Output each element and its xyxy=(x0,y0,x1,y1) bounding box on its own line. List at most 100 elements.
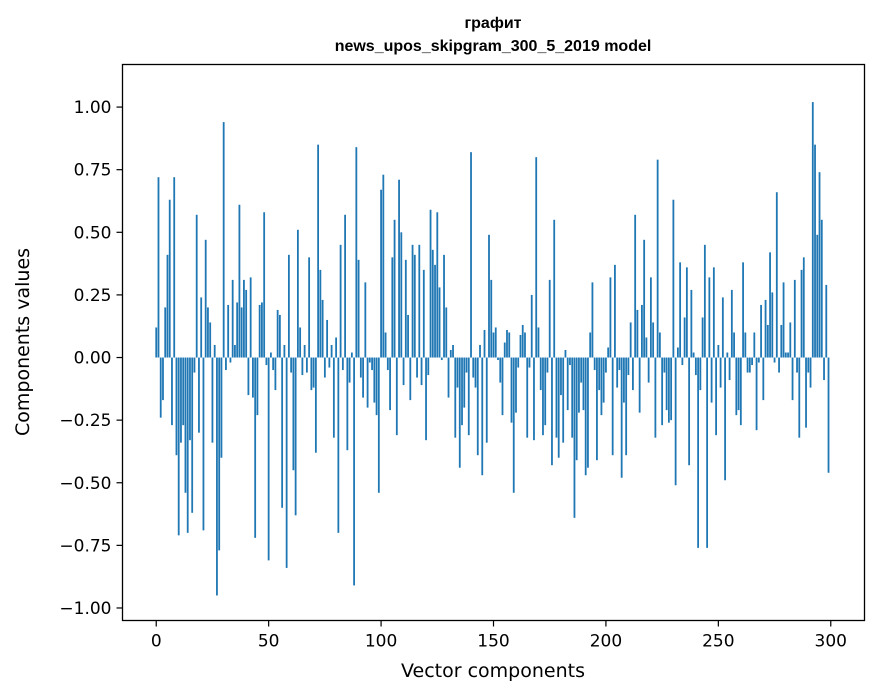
bar xyxy=(796,357,798,373)
bar xyxy=(310,357,313,391)
bar xyxy=(418,244,421,358)
bar xyxy=(721,297,724,358)
bar xyxy=(755,357,758,431)
bar xyxy=(290,357,293,373)
bar xyxy=(359,357,362,378)
bar xyxy=(474,357,477,388)
bar xyxy=(517,357,520,368)
bar xyxy=(247,357,250,396)
bar xyxy=(742,262,744,358)
bar xyxy=(375,357,378,416)
bar xyxy=(209,322,212,358)
bar xyxy=(539,357,542,391)
bar xyxy=(782,282,785,358)
bar xyxy=(589,332,592,358)
bar xyxy=(445,307,448,358)
bar xyxy=(207,307,209,358)
bar xyxy=(600,357,603,416)
bar xyxy=(189,357,191,441)
bar xyxy=(632,357,634,391)
bar xyxy=(575,357,578,461)
bar xyxy=(571,357,574,438)
bar xyxy=(348,357,351,383)
bar xyxy=(258,304,261,358)
bar xyxy=(171,357,173,426)
bar xyxy=(708,277,711,358)
bar xyxy=(326,319,329,358)
bars-group xyxy=(155,102,830,596)
bar xyxy=(467,357,470,436)
bar xyxy=(225,357,227,371)
bar xyxy=(422,269,425,358)
chart-subtitle: news_upos_skipgram_300_5_2019 model xyxy=(335,38,652,55)
bar xyxy=(692,352,695,358)
bar xyxy=(526,357,529,438)
bar xyxy=(764,299,767,358)
bar xyxy=(641,304,643,358)
bar xyxy=(175,357,178,456)
bar xyxy=(697,357,700,548)
bar xyxy=(587,357,589,468)
y-tick-label: −0.25 xyxy=(59,411,111,431)
bar xyxy=(564,350,567,358)
bar xyxy=(449,350,452,358)
bar xyxy=(461,357,463,426)
bar xyxy=(672,199,675,358)
bar xyxy=(802,257,805,358)
bar xyxy=(389,357,391,411)
x-tick-label: 50 xyxy=(258,632,280,652)
y-tick-label: 1.00 xyxy=(74,98,112,118)
bar xyxy=(287,254,290,358)
bar xyxy=(180,357,182,443)
bar xyxy=(166,254,169,358)
bar xyxy=(566,357,569,411)
bar xyxy=(332,357,335,438)
bar xyxy=(814,144,816,358)
bar xyxy=(276,309,279,358)
bar xyxy=(308,257,311,358)
y-axis-ticks: 1.00 0.75 0.50 0.25 0.00 −0.25 −0.50 −0.75 −1.00 xyxy=(59,98,123,619)
bar xyxy=(699,357,702,391)
bar xyxy=(317,144,320,358)
bar xyxy=(305,357,308,373)
y-tick-label: −0.50 xyxy=(59,474,111,494)
bar xyxy=(398,179,400,358)
bar xyxy=(402,357,405,386)
y-tick-label: 0.25 xyxy=(74,286,112,306)
bar xyxy=(240,307,243,358)
bar xyxy=(715,357,717,436)
bar xyxy=(652,322,655,358)
bar xyxy=(393,219,396,358)
x-tick-label: 200 xyxy=(590,632,622,652)
bar xyxy=(647,357,650,383)
bar xyxy=(413,254,416,358)
chart-title: графит xyxy=(464,15,521,32)
bar xyxy=(701,317,704,358)
bar xyxy=(654,357,657,438)
bar xyxy=(285,357,288,568)
y-tick-label: −1.00 xyxy=(59,599,111,619)
bar xyxy=(395,357,398,436)
bar xyxy=(728,357,731,381)
bar xyxy=(292,357,295,471)
bar xyxy=(202,357,205,531)
bar xyxy=(614,264,616,358)
bar xyxy=(362,357,364,398)
bar xyxy=(623,357,625,403)
bar xyxy=(748,357,751,373)
bar xyxy=(719,357,722,388)
bar xyxy=(766,324,769,358)
bar xyxy=(519,334,522,358)
bar xyxy=(249,277,252,358)
bar xyxy=(335,337,338,358)
bar xyxy=(582,357,585,411)
x-tick-label: 0 xyxy=(151,632,162,652)
bar xyxy=(236,302,239,358)
bar xyxy=(515,357,517,413)
bar xyxy=(618,357,621,371)
bar xyxy=(465,357,468,373)
bar xyxy=(294,357,297,516)
bar xyxy=(252,357,254,398)
x-axis-label: Vector components xyxy=(401,660,585,682)
